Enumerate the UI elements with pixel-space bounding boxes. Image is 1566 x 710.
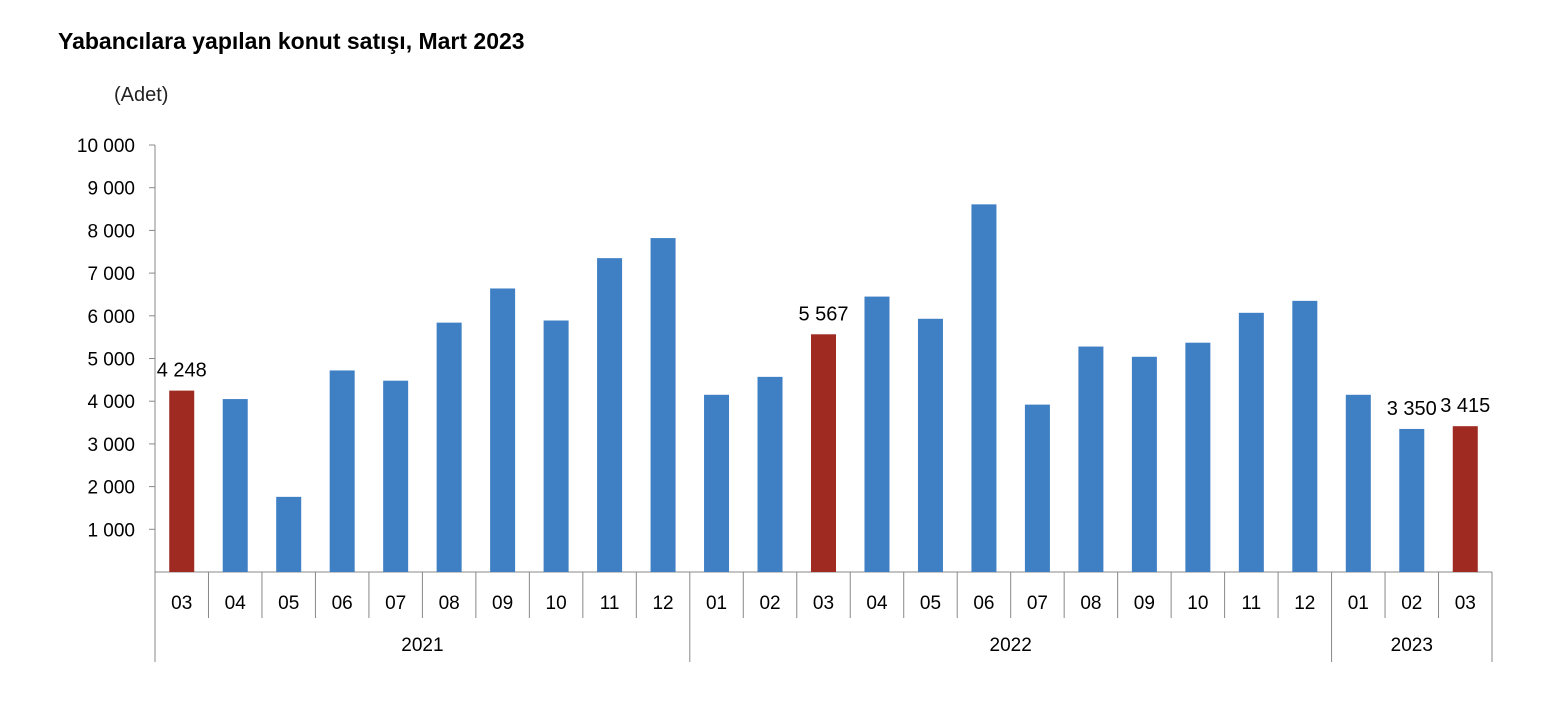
bar xyxy=(864,296,890,572)
bar xyxy=(1024,404,1050,572)
y-tick-label: 10 000 xyxy=(77,136,135,157)
bar xyxy=(1399,428,1425,572)
y-tick-label: 6 000 xyxy=(87,307,135,328)
bar xyxy=(543,320,569,572)
bar xyxy=(757,376,783,572)
x-tick-label: 10 xyxy=(546,593,567,614)
x-tick-label: 09 xyxy=(492,593,513,614)
x-tick-label: 11 xyxy=(600,593,620,614)
data-label: 4 248 xyxy=(157,360,207,382)
x-tick-label: 04 xyxy=(225,593,247,614)
x-tick-label: 07 xyxy=(385,593,406,614)
x-tick-label: 12 xyxy=(1294,593,1315,614)
data-label: 5 567 xyxy=(798,303,848,325)
x-tick-label: 07 xyxy=(1027,593,1048,614)
x-tick-label: 03 xyxy=(1455,593,1476,614)
bar xyxy=(1345,394,1371,572)
bar xyxy=(650,238,676,572)
x-tick-label: 12 xyxy=(652,593,673,614)
year-label: 2021 xyxy=(401,635,443,656)
data-label: 3 415 xyxy=(1440,395,1490,417)
bar xyxy=(597,258,623,572)
y-tick-label: 2 000 xyxy=(87,478,135,499)
bar xyxy=(1452,426,1478,572)
year-label: 2023 xyxy=(1391,635,1433,656)
bar xyxy=(1078,346,1104,572)
bar xyxy=(1238,312,1264,572)
bar xyxy=(1131,356,1157,572)
bar xyxy=(436,322,462,572)
x-tick-label: 01 xyxy=(1348,593,1369,614)
x-tick-label: 03 xyxy=(813,593,834,614)
year-label: 2022 xyxy=(990,635,1032,656)
bar xyxy=(1292,300,1318,572)
bar xyxy=(276,496,302,572)
bar xyxy=(1185,342,1211,572)
x-tick-label: 09 xyxy=(1134,593,1155,614)
x-tick-label: 05 xyxy=(920,593,941,614)
chart-title: Yabancılara yapılan konut satışı, Mart 2… xyxy=(58,28,525,54)
x-tick-label: 11 xyxy=(1241,593,1261,614)
data-label: 3 350 xyxy=(1387,398,1437,420)
bar xyxy=(222,399,248,572)
bar xyxy=(811,334,836,572)
x-tick-label: 04 xyxy=(866,593,888,614)
x-tick-label: 06 xyxy=(332,593,353,614)
bar xyxy=(917,318,943,572)
x-tick-label: 05 xyxy=(278,593,299,614)
y-tick-label: 4 000 xyxy=(87,392,135,413)
y-tick-label: 8 000 xyxy=(87,221,135,242)
y-tick-label: 9 000 xyxy=(87,179,135,200)
y-tick-label: 1 000 xyxy=(87,520,135,541)
bar xyxy=(971,204,997,572)
x-tick-label: 08 xyxy=(1080,593,1101,614)
bar xyxy=(704,394,730,572)
x-tick-label: 01 xyxy=(706,593,727,614)
bar xyxy=(490,288,516,572)
x-tick-label: 03 xyxy=(171,593,192,614)
bar xyxy=(383,380,409,572)
bar xyxy=(329,370,355,572)
y-axis-unit-label: (Adet) xyxy=(114,84,169,106)
x-tick-label: 10 xyxy=(1187,593,1208,614)
x-tick-label: 06 xyxy=(973,593,994,614)
bar xyxy=(169,390,195,572)
y-tick-label: 5 000 xyxy=(87,350,135,371)
y-tick-label: 7 000 xyxy=(87,264,135,285)
x-tick-label: 08 xyxy=(439,593,460,614)
x-tick-label: 02 xyxy=(759,593,780,614)
x-tick-label: 02 xyxy=(1401,593,1422,614)
y-tick-label: 3 000 xyxy=(87,435,135,456)
